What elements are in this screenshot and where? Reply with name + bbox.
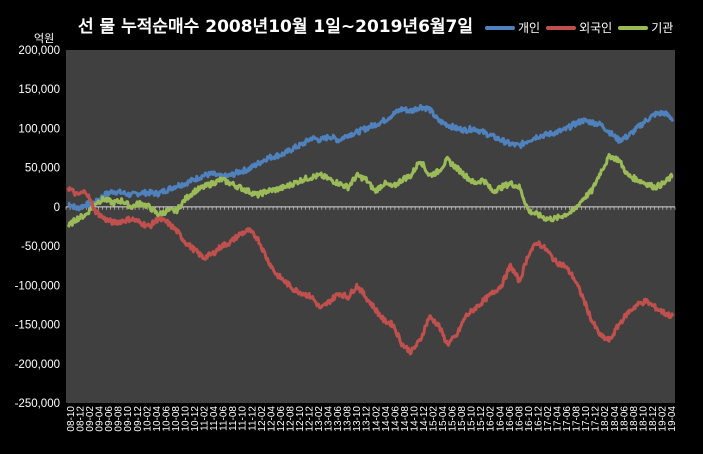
x-tick-label: 12-12 [304,406,315,432]
x-tick-label: 15-08 [457,406,468,432]
legend-swatch-individual [485,25,515,30]
legend-swatch-institution [618,25,649,30]
plot-area [66,50,675,403]
y-tick-label: -100,000 [15,280,60,292]
y-tick-label: 100,000 [18,123,60,135]
y-axis: 200,000 150,000 100,000 50,000 0 -50,000 -100,… [15,45,676,410]
x-tick-label: 14-10 [409,406,420,432]
x-tick-label: 10-08 [171,406,182,432]
x-tick-label: 18-04 [610,406,621,432]
y-tick-label: 200,000 [18,45,60,57]
x-tick-label: 08-10 [66,406,77,432]
x-tick-label: 18-06 [619,406,630,432]
x-tick-label: 09-02 [85,406,96,432]
x-tick-label: 10-10 [180,406,191,432]
x-tick-label: 16-06 [505,406,516,432]
x-tick-label: 18-08 [629,406,640,432]
x-tick-label: 14-08 [400,406,411,432]
x-tick-label: 18-10 [638,406,649,432]
series-line-individual [67,103,675,212]
y-tick-label: 50,000 [25,163,60,175]
x-tick-label: 09-04 [95,406,106,432]
x-tick-label: 14-06 [390,406,401,432]
x-tick-label: 12-10 [295,406,306,432]
legend-item-institution: 기관 [618,19,673,36]
x-tick-label: 15-10 [467,406,478,432]
x-tick-label: 16-12 [533,406,544,432]
x-tick-label: 17-12 [591,406,602,432]
legend-label-individual: 개인 [518,21,541,35]
series-line-institution [66,153,674,228]
x-tick-label: 10-02 [142,406,153,432]
legend-label-foreign: 외국인 [579,21,613,35]
series-line-foreign [66,186,675,356]
x-tick-label: 17-02 [543,406,554,432]
x-tick-label: 10-04 [152,406,163,432]
x-tick-label: 19-04 [667,406,678,432]
x-tick-label: 16-04 [495,406,506,432]
x-tick-label: 13-12 [362,406,373,432]
x-tick-label: 13-02 [314,406,325,432]
x-tick-label: 13-04 [324,406,335,432]
x-tick-label: 09-12 [133,406,144,432]
chart-title: 선 물 누적순매수 2008년10월 1일~2019년6월7일 [78,17,474,37]
x-tick-label: 13-10 [352,406,363,432]
y-tick-label: -150,000 [15,320,60,332]
unit-label: 억원 [34,32,55,45]
x-tick-label: 12-02 [257,406,268,432]
x-tick-label: 11-08 [228,406,239,431]
x-tick-label: 09-08 [114,406,125,432]
legend: 개인 외국인 기관 [485,19,673,36]
x-tick-label: 17-04 [553,406,564,432]
x-tick-label: 09-10 [123,406,134,432]
x-tick-label: 11-12 [247,406,258,431]
x-tick-label: 13-06 [333,406,344,432]
x-tick-label: 18-12 [648,406,659,432]
x-tick-label: 11-10 [238,406,249,431]
x-tick-label: 15-06 [448,406,459,432]
x-tick-label: 11-06 [219,406,230,431]
legend-swatch-foreign [546,25,577,30]
x-tick-label: 09-06 [104,406,115,432]
x-tick-label: 16-08 [514,406,525,432]
x-tick-label: 16-02 [486,406,497,432]
legend-item-foreign: 외국인 [546,19,612,36]
series-layer [66,103,675,356]
x-tick-label: 08-12 [76,406,87,432]
x-tick-label: 14-12 [419,406,430,432]
x-tick-label: 17-08 [572,406,583,432]
x-tick-label: 17-06 [562,406,573,432]
x-tick-label: 13-08 [343,406,354,432]
x-tick-label: 12-04 [266,406,277,432]
x-tick-label: 18-02 [600,406,611,432]
legend-item-individual: 개인 [485,19,540,36]
y-tick-label: -200,000 [15,359,60,371]
x-tick-label: 11-02 [200,406,211,431]
y-tick-label: -50,000 [21,241,60,253]
x-tick-label: 11-04 [209,406,220,431]
x-axis: 08-1008-1209-0209-0409-0609-0809-1009-12… [66,406,678,432]
x-tick-label: 15-04 [438,406,449,432]
x-tick-label: 10-12 [190,406,201,432]
x-tick-label: 14-02 [371,406,382,432]
y-tick-label: -250,000 [15,398,60,410]
x-tick-label: 19-02 [657,406,668,432]
x-tick-label: 10-06 [161,406,172,432]
y-tick-label: 0 [54,202,60,214]
y-tick-label: 150,000 [18,84,60,96]
x-tick-label: 14-04 [381,406,392,432]
x-tick-label: 15-02 [429,406,440,432]
x-tick-label: 15-12 [476,406,487,432]
x-tick-label: 12-06 [276,406,287,432]
x-tick-label: 17-10 [581,406,592,432]
legend-label-institution: 기관 [651,21,674,35]
x-tick-label: 12-08 [285,406,296,432]
x-tick-label: 16-10 [524,406,535,432]
